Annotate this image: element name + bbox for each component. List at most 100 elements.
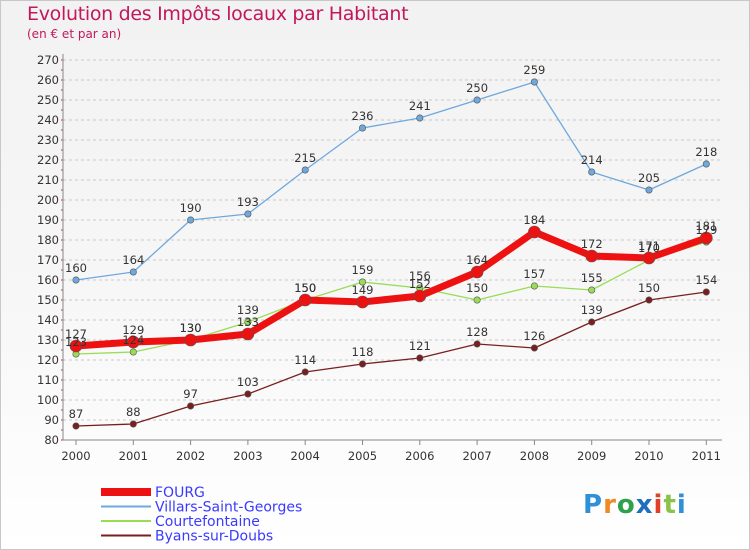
- data-point: [530, 282, 538, 290]
- data-label: 154: [695, 273, 717, 287]
- x-tick-label: 2011: [692, 449, 721, 463]
- data-point: [358, 124, 366, 132]
- data-point: [473, 96, 481, 104]
- series-3: [72, 288, 710, 430]
- data-label: 160: [65, 261, 87, 275]
- y-tick-label: 80: [44, 433, 59, 447]
- series-0: [69, 225, 713, 353]
- chart-subtitle: (en € et par an): [27, 27, 122, 41]
- data-point: [416, 354, 424, 362]
- data-label: 157: [523, 267, 545, 281]
- data-point: [702, 160, 710, 168]
- y-tick-label: 260: [37, 73, 59, 87]
- series-labels-3: 87 88 97 103 114 118 121 128 126 139 150 154: [69, 273, 718, 421]
- data-label: 150: [466, 281, 488, 295]
- proxiti-logo: Proxiti: [583, 490, 687, 520]
- data-point: [298, 293, 312, 307]
- data-label: 87: [69, 407, 84, 421]
- grid-layer: [63, 59, 722, 441]
- data-point: [129, 268, 137, 276]
- data-point: [530, 344, 538, 352]
- data-point: [699, 231, 713, 245]
- data-label: 241: [409, 99, 431, 113]
- data-point: [129, 420, 137, 428]
- data-label: 88: [126, 405, 141, 419]
- data-label: 179: [695, 223, 717, 237]
- data-point: [473, 340, 481, 348]
- data-label: 172: [581, 237, 603, 251]
- y-tick-label: 150: [37, 293, 59, 307]
- logo-letter: t: [663, 490, 677, 520]
- y-tick-label: 240: [37, 113, 59, 127]
- logo-letter: x: [635, 490, 654, 520]
- data-label: 133: [237, 315, 259, 329]
- data-point: [473, 296, 481, 304]
- y-tick-label: 250: [37, 93, 59, 107]
- x-tick-label: 2003: [233, 449, 262, 463]
- data-label: 171: [638, 239, 660, 253]
- data-point: [244, 210, 252, 218]
- data-point: [356, 295, 369, 309]
- y-tick-label: 140: [37, 313, 59, 327]
- data-point: [645, 186, 653, 194]
- data-label: 123: [65, 335, 87, 349]
- data-label: 150: [638, 281, 660, 295]
- x-tick-label: 2007: [462, 449, 491, 463]
- data-label: 259: [523, 63, 545, 77]
- data-label: 181: [695, 219, 717, 233]
- series-labels-1: 160 164 190 193 215 236 241 250 259 214 205 218: [65, 63, 717, 275]
- data-point: [187, 216, 195, 224]
- data-point: [588, 168, 596, 176]
- axis-layer: 8090100110120130140150160170180190200210…: [37, 53, 722, 463]
- data-label: 205: [638, 171, 660, 185]
- data-point: [72, 276, 80, 284]
- logo-letter: i: [653, 490, 664, 520]
- data-label: 236: [352, 109, 374, 123]
- chart-title: Evolution des Impôts locaux par Habitant: [27, 3, 409, 25]
- x-tick-label: 2008: [520, 449, 549, 463]
- data-label: 184: [523, 213, 545, 227]
- legend: FOURGVillars-Saint-GeorgesCourtefontaine…: [101, 485, 302, 545]
- data-point: [187, 402, 195, 410]
- data-label: 156: [409, 269, 431, 283]
- data-point: [301, 166, 309, 174]
- y-tick-label: 90: [44, 413, 59, 427]
- series-line: [72, 228, 710, 350]
- data-label: 129: [122, 323, 144, 337]
- series-labels-0: 127 129 130 133 150 149 152 164 184 172 171 181: [65, 213, 717, 341]
- y-tick-label: 110: [37, 373, 59, 387]
- data-point: [588, 286, 596, 294]
- data-label: 215: [294, 151, 316, 165]
- y-tick-label: 120: [37, 353, 59, 367]
- data-point: [702, 288, 710, 296]
- data-point: [127, 335, 140, 349]
- x-tick-label: 2002: [176, 449, 205, 463]
- data-point: [358, 360, 366, 368]
- data-label: 139: [237, 303, 259, 317]
- logo-letter: o: [616, 490, 636, 520]
- data-point: [129, 348, 137, 356]
- data-label: 155: [581, 271, 603, 285]
- data-point: [241, 327, 255, 341]
- data-point: [69, 339, 83, 353]
- data-label: 170: [638, 241, 660, 255]
- data-label: 193: [237, 195, 259, 209]
- data-point: [301, 368, 309, 376]
- data-label: 152: [409, 277, 431, 291]
- x-tick-label: 2000: [61, 449, 90, 463]
- series-line: [75, 291, 707, 427]
- data-label: 164: [466, 253, 488, 267]
- data-label: 139: [581, 303, 603, 317]
- data-point: [184, 333, 197, 347]
- logo-letter: P: [583, 490, 604, 520]
- data-point: [585, 249, 599, 263]
- data-point: [244, 390, 252, 398]
- x-tick-label: 2010: [634, 449, 663, 463]
- logo-letter: r: [603, 490, 617, 520]
- y-tick-label: 210: [37, 173, 59, 187]
- data-point: [416, 114, 424, 122]
- data-point: [528, 225, 541, 239]
- x-tick-label: 2005: [348, 449, 377, 463]
